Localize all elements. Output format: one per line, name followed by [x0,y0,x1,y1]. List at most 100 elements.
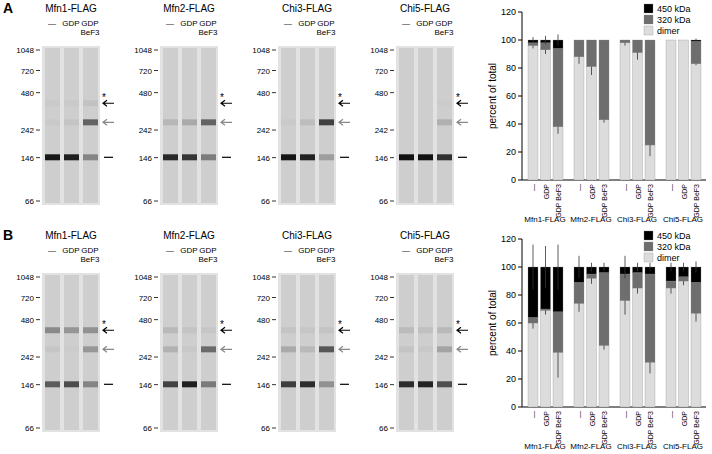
gel-band [437,346,452,352]
arrow-450 [339,100,350,106]
lane-label-part: BeF3 [316,28,336,37]
bar-segment [587,274,597,278]
bar-segment [666,40,676,41]
lane-label-part: BeF3 [434,255,454,264]
arrow-320 [457,119,468,125]
gel-band [281,327,296,333]
bar-segment [574,57,584,180]
group-label: Chi5-FLAG [663,215,703,224]
lane-label: GDPBeF3 [80,246,100,264]
x-tick-label: — [530,184,537,191]
marker-label: 146 [139,381,153,390]
gel-band [45,327,60,333]
marker-tick [154,277,158,278]
gel-band [418,154,433,160]
x-tick-label: — [622,184,629,191]
lane-label-part: BeF3 [316,255,336,264]
panel-label: A [3,0,13,16]
gel-band [163,154,178,160]
bar-segment [633,53,643,180]
arrow-450 [457,327,468,333]
lane-label-part: BeF3 [198,255,218,264]
marker-label: 480 [139,89,153,98]
bar-segment [541,309,551,310]
gel-band [201,154,216,160]
arrow-320 [221,346,232,352]
arrow-320 [339,346,350,352]
gel-title: Mfn1-FLAG [45,3,97,14]
y-tick [518,267,522,268]
marker-label: 480 [257,89,271,98]
marker-label: 480 [257,316,271,325]
x-tick-label: GDP BeF3 [601,411,608,445]
marker-tick [390,297,394,298]
gel: Mfn1-FLAG—GDPGDPBeF3104872048024214666* [16,3,114,206]
group-label: Chi5-FLAG [663,442,703,451]
gel-band [437,154,452,160]
marker-label: 146 [375,154,389,163]
bar-segment [620,40,630,43]
marker-label: 242 [257,126,271,135]
marker-label: 242 [375,126,389,135]
marker-tick [36,428,40,429]
y-tick [518,152,522,153]
marker-tick [154,357,158,358]
x-tick-label: GDP BeF3 [693,184,700,218]
lane-label-part: — [402,19,410,28]
lane-label-part: GDP [180,246,197,255]
marker-tick [36,130,40,131]
bars [528,245,701,407]
bar-segment [620,40,630,41]
bar-segment [679,40,689,41]
legend-swatch [644,15,653,24]
bar-segment [620,43,630,180]
gel-bg [396,46,454,205]
bar-segment [599,40,609,41]
marker-tick [36,157,40,158]
gel-band [300,154,315,160]
gel-band [300,119,315,125]
lane-label-part: GDP [62,246,79,255]
lane-smear [201,275,216,430]
lane-label: GDP [298,246,315,255]
x-tick-label: — [622,411,629,418]
lane-label-part: GDP [416,246,433,255]
lane-label-part: BeF3 [434,28,454,37]
gel-band [300,346,315,352]
gel-band [437,327,452,333]
dimer-dash [458,384,467,385]
legend-swatch [644,231,653,240]
marker-label: 480 [21,316,35,325]
gel-band [182,381,197,387]
bar-segment [679,277,689,281]
gel-band [281,154,296,160]
bar-segment [574,40,584,57]
bar-segment [587,40,597,67]
gel: Chi3-FLAG—GDPGDPBeF3104872048024214666* [252,230,350,433]
gel-band [64,381,79,387]
marker-tick [390,357,394,358]
gel-band [163,346,178,352]
gel-bg [278,46,336,205]
gel-band [64,327,79,333]
bar-segment [528,317,538,323]
marker-tick [154,297,158,298]
lane-label-part: BeF3 [198,28,218,37]
gel-bg [160,273,218,432]
marker-label: 146 [257,154,271,163]
lane-label-part: GDP [62,19,79,28]
marker-label: 66 [25,424,34,433]
lane-smear [319,275,334,430]
error-bar [696,261,697,272]
gel: Mfn1-FLAG—GDPGDPBeF3104872048024214666* [16,230,114,433]
gel-title: Chi5-FLAG [400,230,450,241]
lane-label-part: BeF3 [80,28,100,37]
dimer-dash [222,384,231,385]
lane-label: — [48,246,56,255]
bar-segment [541,50,551,180]
lane-label: GDP [62,19,79,28]
y-tick-label: 80 [506,63,516,73]
marker-tick [154,70,158,71]
marker-label: 720 [139,294,153,303]
marker-tick [154,428,158,429]
